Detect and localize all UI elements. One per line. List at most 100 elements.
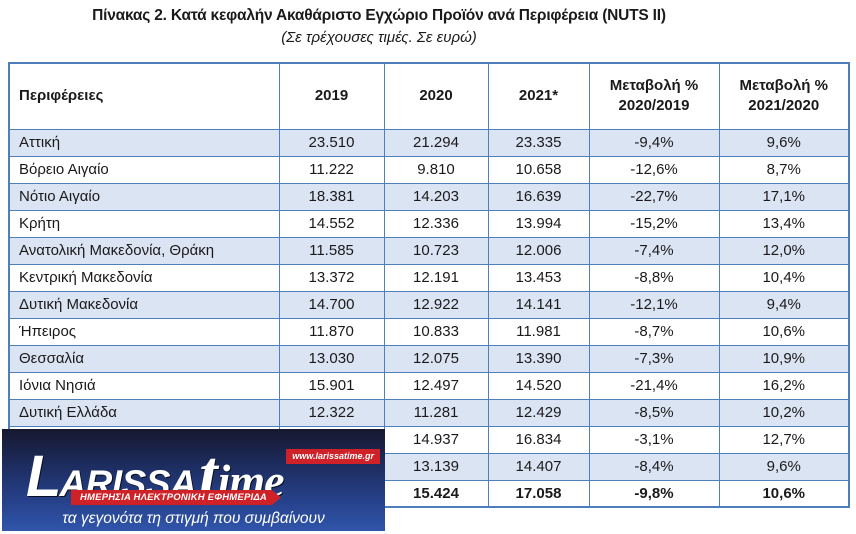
table-row: Ιόνια Νησιά 15.901 12.497 14.520 -21,4% 16,2% (8, 371, 850, 400)
cell-2020: 10.723 (383, 236, 489, 265)
cell-change-2020-2019: -12,1% (588, 290, 720, 319)
cell-region: Δυτική Μακεδονία (8, 290, 280, 319)
gdp-per-capita-table: Περιφέρειες 2019 2020 2021* Μεταβολή % 2… (8, 62, 850, 508)
page-subtitle: (Σε τρέχουσες τιμές. Σε ευρώ) (281, 29, 477, 46)
cell-2020: 12.075 (383, 344, 489, 373)
col-header-change-2020-2019: Μεταβολή % 2020/2019 (588, 62, 720, 130)
cell-2020: 14.203 (383, 182, 489, 211)
cell-change-2020-2019: -8,4% (588, 452, 720, 481)
cell-region: Θεσσαλία (8, 344, 280, 373)
col-header-2020: 2020 (383, 62, 489, 130)
col-header-change-label: Μεταβολή % (739, 77, 828, 94)
cell-region: Ήπειρος (8, 317, 280, 346)
cell-change-2021-2020: 9,4% (718, 290, 850, 319)
cell-change-2020-2019: -7,3% (588, 344, 720, 373)
cell-2019: 11.870 (278, 317, 385, 346)
cell-2019: 14.700 (278, 290, 385, 319)
page-title: Πίνακας 2. Κατά κεφαλήν Ακαθάριστο Εγχώρ… (92, 7, 666, 24)
cell-2021: 11.981 (487, 317, 590, 346)
cell-change-2020-2019: -15,2% (588, 209, 720, 238)
col-header-change-label: Μεταβολή % (609, 77, 699, 94)
cell-2019: 11.585 (278, 236, 385, 265)
col-header-regions: Περιφέρειες (8, 62, 280, 130)
col-header-2021: 2021* (487, 62, 590, 130)
cell-2019: 18.381 (278, 182, 385, 211)
cell-2021: 10.658 (487, 155, 590, 184)
cell-2021: 12.006 (487, 236, 590, 265)
cell-region: Κρήτη (8, 209, 280, 238)
cell-region: Νότιο Αιγαίο (8, 182, 280, 211)
cell-2021: 16.834 (487, 425, 590, 454)
cell-change-2021-2020: 12,0% (718, 236, 850, 265)
table-row: Θεσσαλία 13.030 12.075 13.390 -7,3% 10,9% (8, 344, 850, 373)
cell-2020: 9.810 (383, 155, 489, 184)
cell-2021: 23.335 (487, 128, 590, 157)
cell-2021: 14.141 (487, 290, 590, 319)
cell-change-2021-2020: 10,6% (718, 479, 850, 508)
col-header-change-years: 2020/2019 (618, 97, 690, 115)
cell-2020: 12.191 (383, 263, 489, 292)
cell-region: Αττική (8, 128, 280, 157)
cell-change-2020-2019: -8,7% (588, 317, 720, 346)
table-row: Ανατολική Μακεδονία, Θράκη 11.585 10.723 12… (8, 236, 850, 265)
wordmark-letter-l: L (26, 444, 61, 509)
cell-region: Ιόνια Νησιά (8, 371, 280, 400)
logo-website-badge: www.larissatime.gr (286, 449, 380, 464)
cell-2021: 12.429 (487, 398, 590, 427)
larissatime-logo: L ARISSA t ime www.larissatime.gr ΗΜΕΡΗΣΙΑ … (2, 429, 385, 531)
cell-2019: 23.510 (278, 128, 385, 157)
cell-change-2020-2019: -21,4% (588, 371, 720, 400)
cell-2020: 15.424 (383, 479, 489, 508)
cell-region: Ανατολική Μακεδονία, Θράκη (8, 236, 280, 265)
cell-2019: 14.552 (278, 209, 385, 238)
table-row: Κρήτη 14.552 12.336 13.994 -15,2% 13,4% (8, 209, 850, 238)
cell-2021: 13.390 (487, 344, 590, 373)
cell-change-2021-2020: 16,2% (718, 371, 850, 400)
table-row: Κεντρική Μακεδονία 13.372 12.191 13.453 -8,8… (8, 263, 850, 292)
cell-change-2021-2020: 17,1% (718, 182, 850, 211)
cell-change-2021-2020: 10,2% (718, 398, 850, 427)
col-header-change-years: 2021/2020 (748, 97, 820, 115)
table-row: Ήπειρος 11.870 10.833 11.981 -8,7% 10,6% (8, 317, 850, 346)
col-header-change-2021-2020: Μεταβολή % 2021/2020 (718, 62, 850, 130)
cell-change-2021-2020: 13,4% (718, 209, 850, 238)
cell-2019: 13.030 (278, 344, 385, 373)
cell-change-2021-2020: 9,6% (718, 452, 850, 481)
cell-2021: 16.639 (487, 182, 590, 211)
cell-2020: 14.937 (383, 425, 489, 454)
cell-change-2020-2019: -7,4% (588, 236, 720, 265)
cell-region: Κεντρική Μακεδονία (8, 263, 280, 292)
cell-2021: 14.520 (487, 371, 590, 400)
cell-change-2020-2019: -22,7% (588, 182, 720, 211)
cell-change-2020-2019: -9,4% (588, 128, 720, 157)
cell-2020: 10.833 (383, 317, 489, 346)
cell-change-2021-2020: 8,7% (718, 155, 850, 184)
cell-change-2021-2020: 12,7% (718, 425, 850, 454)
table-row: Δυτική Μακεδονία 14.700 12.922 14.141 -12,1%… (8, 290, 850, 319)
cell-2020: 13.139 (383, 452, 489, 481)
cell-2019: 11.222 (278, 155, 385, 184)
cell-2021: 17.058 (487, 479, 590, 508)
cell-2019: 13.372 (278, 263, 385, 292)
cell-2021: 13.453 (487, 263, 590, 292)
cell-2021: 14.407 (487, 452, 590, 481)
cell-region: Βόρειο Αιγαίο (8, 155, 280, 184)
table-row: Αττική 23.510 21.294 23.335 -9,4% 9,6% (8, 128, 850, 157)
header-row: Περιφέρειες 2019 2020 2021* Μεταβολή % 2… (8, 62, 850, 130)
cell-2020: 12.922 (383, 290, 489, 319)
cell-2021: 13.994 (487, 209, 590, 238)
cell-change-2020-2019: -12,6% (588, 155, 720, 184)
logo-tagline: τα γεγονότα τη στιγμή που συμβαίνουν (62, 509, 325, 527)
cell-2019: 15.901 (278, 371, 385, 400)
cell-2020: 21.294 (383, 128, 489, 157)
cell-change-2021-2020: 10,6% (718, 317, 850, 346)
cell-2019: 12.322 (278, 398, 385, 427)
cell-change-2020-2019: -3,1% (588, 425, 720, 454)
cell-change-2020-2019: -8,8% (588, 263, 720, 292)
cell-change-2021-2020: 9,6% (718, 128, 850, 157)
cell-region: Δυτική Ελλάδα (8, 398, 280, 427)
cell-2020: 12.497 (383, 371, 489, 400)
col-header-2019: 2019 (278, 62, 385, 130)
cell-change-2020-2019: -8,5% (588, 398, 720, 427)
table-row: Νότιο Αιγαίο 18.381 14.203 16.639 -22,7% 17,1… (8, 182, 850, 211)
